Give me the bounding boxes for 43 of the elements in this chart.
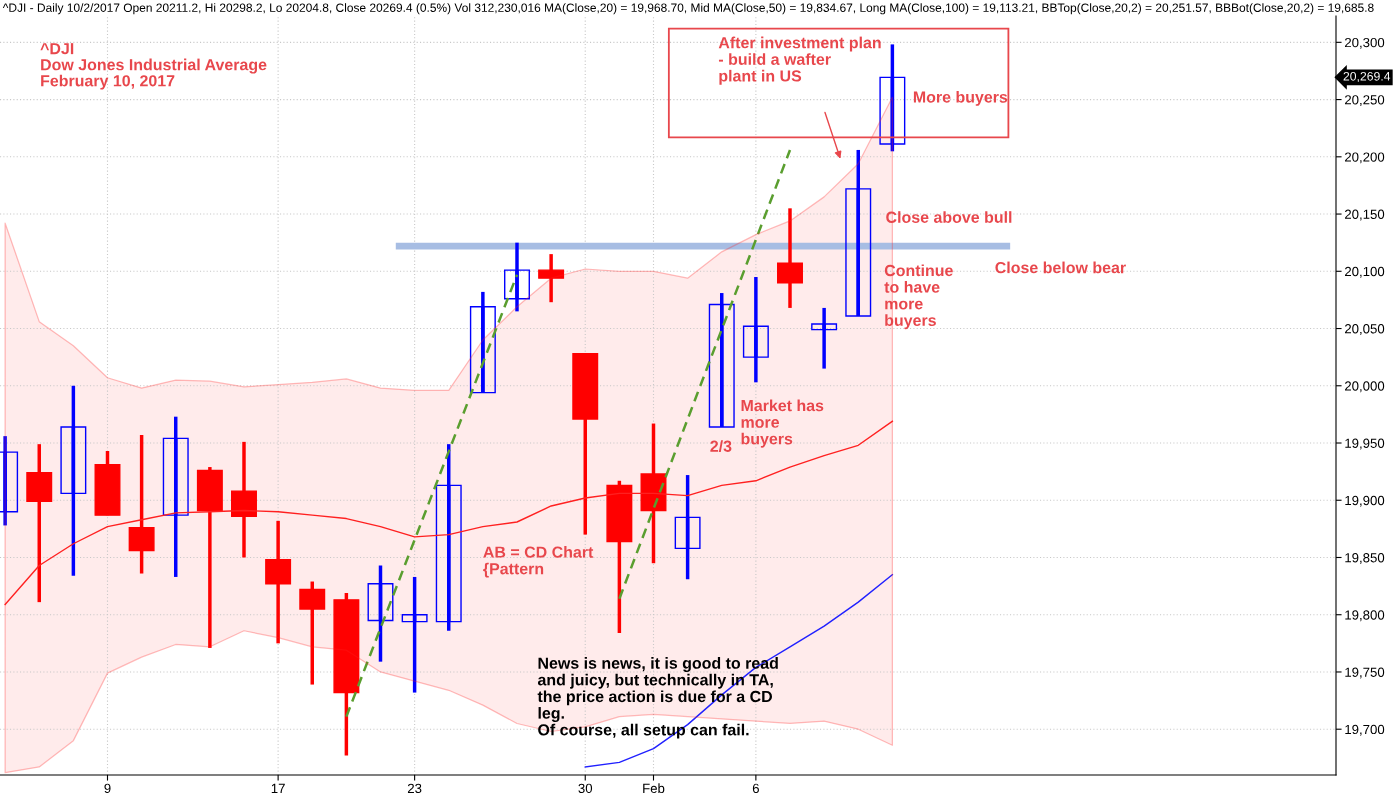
annotation: Continue to have more buyers [884,264,953,330]
y-tick-label: 19,750 [1345,667,1385,679]
x-tick-label: 23 [407,783,422,793]
y-tick-label: 20,100 [1345,266,1385,278]
text: Close below bear [995,261,1126,274]
candlestick [162,416,189,577]
candlestick [879,44,906,152]
candlestick [469,290,496,394]
y-tick-label: 20,200 [1345,152,1385,164]
text: ^DJI Dow Jones Industrial Average February 10, 2017 [40,43,267,90]
candlestick [401,575,428,693]
candlestick [674,475,701,580]
x-tick-label: 17 [271,783,285,793]
y-tick-label: 19,850 [1345,553,1385,564]
candlestick [435,444,462,631]
line-series [4,420,894,606]
y-tick-label: 20,050 [1345,324,1385,335]
annotation: 2/3 [710,440,732,453]
candlestick [708,293,735,428]
y-tick-label: 20,300 [1345,37,1385,49]
y-tick-label: 20,150 [1345,209,1385,221]
text: 20,269.4 [1343,71,1391,83]
x-tick-label: Feb [643,783,665,793]
candlestick [367,565,394,662]
x-tick-label: 9 [104,783,111,793]
annotation: Close above bull [886,211,1012,223]
y-tick-label: 19,950 [1345,438,1385,450]
y-tick-label: 19,800 [1345,610,1385,622]
x-tick-label: 30 [578,783,593,793]
y-tick-label: 20,000 [1345,381,1385,393]
candlestick [742,277,769,383]
text: More buyers [913,90,1008,106]
annotation: Market has more buyers [741,399,824,448]
chart-title: ^DJI - Daily 10/2/2017 Open 20211.2, Hi 20298.2, Lo 20204.8, Close 20269.4 (0.5%) Vol 312,230,016 MA(Close,20) = 19,968.70, Mid MA(Close,50) = 19,834.67, Long MA(Close,100) = 19,113.21, BBTop(Close,20,2) = 20,251.57, BBBot(Close,20,2) = 19,685.8 [2,3,1374,15]
candlestick [504,242,530,312]
candlestick [811,306,838,369]
y-tick-label: 19,900 [1345,495,1385,507]
annotation: AB = CD Chart {Pattern [483,546,594,578]
y-tick-label: 20,250 [1345,95,1385,107]
y-tick-label: 19,700 [1345,724,1385,736]
candlestick [60,385,87,576]
annotation: After investment plan - build a wafter plant in US [718,36,881,85]
x-tick-label: 6 [752,783,759,793]
